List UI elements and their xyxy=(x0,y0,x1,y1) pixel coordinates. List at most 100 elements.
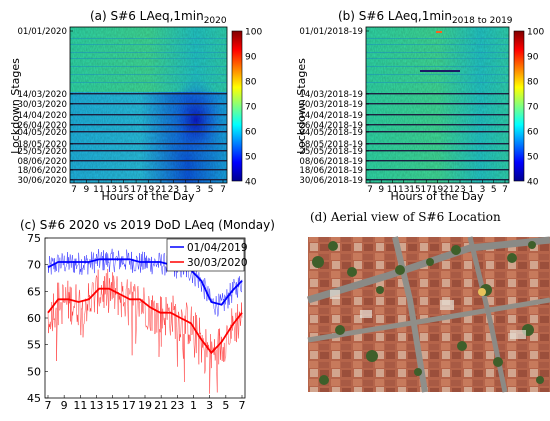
series-line-1 xyxy=(47,287,243,355)
gap-row-faint xyxy=(366,52,509,53)
xtick-label: 15 xyxy=(106,399,120,412)
panel-b: (b) S#6 LAeq,1min2018 to 2019 01/01/2018… xyxy=(295,9,544,203)
panel-c-title: (c) S#6 2020 vs 2019 DoD LAeq (Monday) xyxy=(20,218,275,232)
ytick-label: 25/05/2018-19 xyxy=(299,147,363,157)
aerial-road-4 xyxy=(467,236,508,393)
gap-row xyxy=(70,179,227,181)
ytick-label: 55 xyxy=(27,339,41,352)
xtick-label: 5 xyxy=(222,399,229,412)
gap-row xyxy=(70,131,227,133)
gap-row-faint xyxy=(70,44,227,45)
line-c-xticks: 7 9 11 13 15 17 19 21 23 1 3 5 7 xyxy=(45,395,246,412)
ytick-label: 30/03/2020 xyxy=(17,100,67,110)
gap-row-faint xyxy=(70,66,227,67)
colorbar-tick-label: 60 xyxy=(527,128,539,138)
gap-row xyxy=(366,93,509,95)
ytick-label: 18/06/2020 xyxy=(17,166,67,176)
xtick-label: 7 xyxy=(502,185,508,195)
gap-row xyxy=(70,124,227,126)
xtick-label: 3 xyxy=(480,185,486,195)
xtick-label: 17 xyxy=(421,185,432,195)
gap-row xyxy=(70,93,227,95)
raw-trace-0 xyxy=(47,248,243,317)
aerial-road-3 xyxy=(307,297,550,343)
xtick-label: 1 xyxy=(468,185,474,195)
colorbar-tick-label: 100 xyxy=(245,28,262,38)
colorbar-b xyxy=(513,30,525,182)
heatmap-b-ylabel: Lockdown Stages xyxy=(295,58,308,154)
gap-row xyxy=(70,103,227,105)
line-c-yticks: 45 50 55 60 65 70 75 xyxy=(27,232,48,405)
ytick-label: 18/06/2018-19 xyxy=(299,166,363,176)
heatmap-a-gap-rows xyxy=(70,38,227,181)
xtick-label: 13 xyxy=(398,185,409,195)
legend-box xyxy=(166,238,245,272)
heatmap-b-texture xyxy=(366,27,509,183)
aerial-light-roofs xyxy=(330,290,526,339)
xtick-label: 11 xyxy=(93,185,104,195)
xtick-label: 17 xyxy=(122,399,136,412)
colorbar-a-ticks: 40 50 60 70 80 90 100 xyxy=(245,28,262,188)
ytick-label: 08/06/2020 xyxy=(17,157,67,167)
gap-row xyxy=(366,150,509,152)
xtick-label: 11 xyxy=(73,399,87,412)
xtick-label: 9 xyxy=(61,399,68,412)
gap-row xyxy=(366,103,509,105)
heatmap-b-peak xyxy=(436,31,442,33)
xtick-label: 3 xyxy=(195,185,201,195)
colorbar-b-ticks: 40 50 60 70 80 90 100 xyxy=(527,28,544,188)
gap-row-faint xyxy=(366,38,509,39)
xtick-label: 21 xyxy=(154,399,168,412)
gap-row xyxy=(70,114,227,116)
xtick-label: 9 xyxy=(378,185,384,195)
xtick-label: 21 xyxy=(443,185,454,195)
colorbar-tick-label: 70 xyxy=(527,103,539,113)
xtick-label: 17 xyxy=(130,185,141,195)
colorbar-tick-label: 60 xyxy=(245,128,257,138)
xtick-label: 1 xyxy=(183,185,189,195)
series-line-0 xyxy=(47,258,243,306)
xtick-label: 19 xyxy=(432,185,444,195)
xtick-label: 21 xyxy=(155,185,166,195)
ytick-label: 14/04/2020 xyxy=(17,111,67,121)
ytick-label: 45 xyxy=(27,392,41,405)
panel-d-caption: (d) Aerial view of S#6 Location xyxy=(310,210,501,224)
xtick-label: 19 xyxy=(138,399,152,412)
ytick-label: 30/06/2020 xyxy=(17,176,67,186)
colorbar-tick-label: 40 xyxy=(245,178,257,188)
aerial-road-2 xyxy=(392,236,428,393)
ytick-label: 60 xyxy=(27,312,41,325)
colorbar-tick-label: 80 xyxy=(245,78,257,88)
legend-label-2019: 01/04/2019 xyxy=(187,242,248,254)
xtick-label: 3 xyxy=(206,399,213,412)
xtick-label: 23 xyxy=(170,399,184,412)
panel-c: (c) S#6 2020 vs 2019 DoD LAeq (Monday) 4… xyxy=(20,218,275,412)
xtick-label: 7 xyxy=(71,185,77,195)
colorbar-tick-label: 50 xyxy=(527,153,539,163)
line-c-legend: 01/04/2019 30/03/2020 xyxy=(166,238,248,272)
xtick-label: 15 xyxy=(118,185,129,195)
gap-row xyxy=(366,114,509,116)
colorbar-tick-label: 90 xyxy=(527,53,539,63)
xtick-label: 5 xyxy=(491,185,497,195)
line-c-series xyxy=(47,258,243,355)
gap-row-faint xyxy=(70,38,227,39)
colorbar-tick-label: 70 xyxy=(245,103,257,113)
gap-row-faint xyxy=(70,58,227,59)
xtick-label: 13 xyxy=(90,399,104,412)
xtick-label: 13 xyxy=(106,185,117,195)
xtick-label: 23 xyxy=(454,185,465,195)
colorbar-tick-label: 80 xyxy=(527,78,539,88)
gap-row xyxy=(70,143,227,145)
xtick-label: 11 xyxy=(387,185,398,195)
heatmap-b-yticks: 01/01/2018-1914/03/2018-1930/03/2018-191… xyxy=(299,27,369,186)
gap-row-faint xyxy=(70,52,227,53)
ytick-label: 70 xyxy=(27,259,41,272)
aerial-s6-dome xyxy=(478,288,486,296)
gap-row xyxy=(70,160,227,162)
ytick-label: 30/03/2018-19 xyxy=(299,100,363,110)
ytick-label: 25/05/2020 xyxy=(17,147,67,157)
ytick-label: 14/03/2020 xyxy=(17,90,67,100)
heatmap-a-xlabel: Hours of the Day xyxy=(101,190,195,203)
gap-row-faint xyxy=(366,44,509,45)
